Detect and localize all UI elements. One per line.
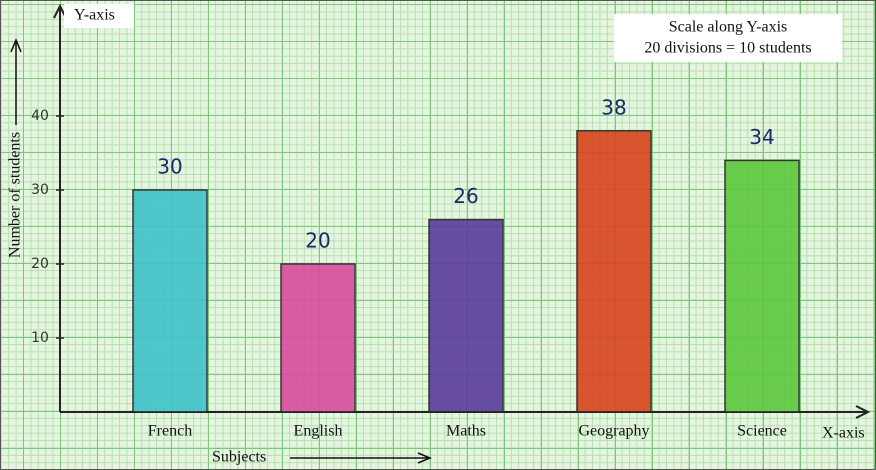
y-axis-name-bg [64,4,134,28]
annotation: Scale along Y-axis [669,19,787,36]
x-tick-label: French [148,423,192,440]
data-label: 20 [305,229,330,253]
y-tick-label: 20 [31,256,49,272]
x-tick-label: English [294,423,343,440]
x-label: Subjects [212,449,266,466]
data-label: 38 [601,95,626,119]
data-label: 34 [749,125,774,149]
x-tick-label: Science [737,423,787,440]
annotation: 20 divisions = 10 students [644,40,811,57]
y-label: Number of students [7,132,24,258]
x-label-arrow [290,452,432,464]
bar [280,263,356,413]
x-tick-label: Maths [446,423,486,440]
data-label: 26 [453,184,478,208]
x-axis-arrow [855,405,871,419]
data-label: 30 [157,155,182,179]
y-tick-label: 40 [31,108,49,124]
bar [576,130,652,413]
bar [132,189,208,413]
annotation-box [614,14,842,62]
y-tick-label: 10 [31,330,49,346]
x-axis-name: X-axis [822,425,865,442]
x-tick-label: Geography [578,423,649,440]
y-tick-label: 30 [31,182,49,198]
y-axis-name: Y-axis [74,7,115,24]
bar [428,218,504,413]
bar [724,159,800,413]
y-label-arrow [10,38,22,125]
